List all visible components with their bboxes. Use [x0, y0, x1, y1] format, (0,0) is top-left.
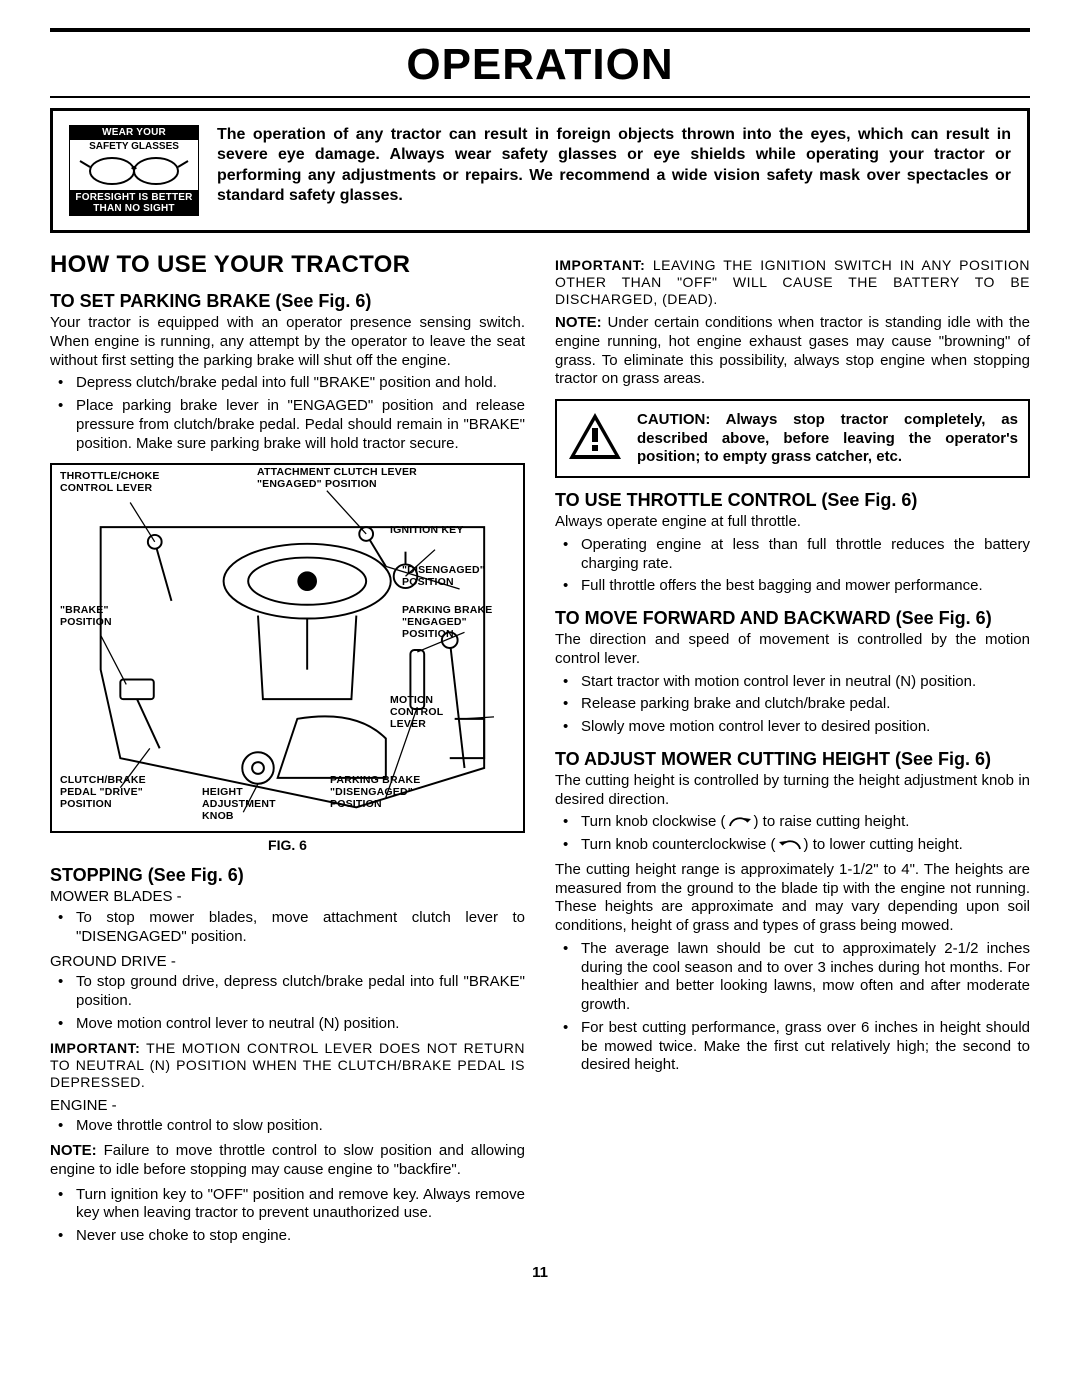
warning-box: WEAR YOUR SAFETY GLASSES FORESIGHT IS BE…: [50, 108, 1030, 233]
fig-label-pb-disengaged: PARKING BRAKE "DISENGAGED" POSITION: [330, 775, 421, 810]
ground-drive-list: To stop ground drive, depress clutch/bra…: [50, 973, 525, 1033]
caution-text: CAUTION: Always stop tractor completely,…: [637, 411, 1018, 466]
fig-label-clutch: CLUTCH/BRAKE PEDAL "DRIVE" POSITION: [60, 775, 146, 810]
cutting-height-range: The cutting height range is approximatel…: [555, 861, 1030, 936]
figure-6: THROTTLE/CHOKE CONTROL LEVER ATTACHMENT …: [50, 463, 525, 833]
list-item: To stop mower blades, move attachment cl…: [76, 909, 525, 947]
ccw-text-a: Turn knob counterclockwise (: [581, 836, 776, 853]
caution-box: CAUTION: Always stop tractor completely,…: [555, 399, 1030, 478]
fig-label-brake-pos: "BRAKE" POSITION: [60, 605, 112, 629]
fig-label-disengaged: "DISENGAGED" POSITION: [402, 565, 485, 589]
list-item: The average lawn should be cut to approx…: [581, 940, 1030, 1015]
fig-label-ignition: IGNITION KEY: [390, 525, 464, 537]
right-column: IMPORTANT: LEAVING THE IGNITION SWITCH I…: [555, 251, 1030, 1252]
important-motion-lever: IMPORTANT: THE MOTION CONTROL LEVER DOES…: [50, 1040, 525, 1091]
cw-text-b: ) to raise cutting height.: [754, 813, 910, 830]
top-rule-thin: [50, 96, 1030, 98]
engine-list-1: Move throttle control to slow position.: [50, 1117, 525, 1136]
page-title: OPERATION: [50, 40, 1030, 90]
cutting-height-list-2: The average lawn should be cut to approx…: [555, 940, 1030, 1075]
caution-triangle-icon: [567, 411, 623, 466]
warning-text: The operation of any tractor can result …: [217, 125, 1011, 207]
important-label: IMPORTANT:: [555, 257, 645, 273]
note-backfire: NOTE: Failure to move throttle control t…: [50, 1142, 525, 1180]
parking-brake-intro: Your tractor is equipped with an operato…: [50, 314, 525, 370]
safety-glasses-badge: WEAR YOUR SAFETY GLASSES FORESIGHT IS BE…: [69, 125, 199, 216]
parking-brake-heading: TO SET PARKING BRAKE (See Fig. 6): [50, 291, 525, 312]
list-item: Release parking brake and clutch/brake p…: [581, 695, 1030, 714]
fig-label-motion: MOTION CONTROL LEVER: [390, 695, 443, 730]
list-item: Move throttle control to slow position.: [76, 1117, 525, 1136]
glasses-icon: [69, 153, 199, 190]
list-item: Full throttle offers the best bagging an…: [581, 577, 1030, 596]
page-number: 11: [50, 1264, 1030, 1281]
clockwise-arrow-icon: [726, 814, 754, 828]
move-list: Start tractor with motion control lever …: [555, 673, 1030, 737]
fig-label-height: HEIGHT ADJUSTMENT KNOB: [202, 787, 276, 822]
list-item: To stop ground drive, depress clutch/bra…: [76, 973, 525, 1011]
list-item: For best cutting performance, grass over…: [581, 1019, 1030, 1075]
list-item: Move motion control lever to neutral (N)…: [76, 1015, 525, 1034]
list-item: Operating engine at less than full throt…: [581, 536, 1030, 574]
two-column-layout: HOW TO USE YOUR TRACTOR TO SET PARKING B…: [50, 251, 1030, 1252]
figure-caption: FIG. 6: [50, 837, 525, 853]
fig-label-attach: ATTACHMENT CLUTCH LEVER "ENGAGED" POSITI…: [257, 467, 417, 491]
badge-line3: FORESIGHT IS BETTER THAN NO SIGHT: [69, 190, 199, 216]
list-item: Slowly move motion control lever to desi…: [581, 718, 1030, 737]
caution-label: CAUTION:: [637, 411, 710, 428]
important-ignition: IMPORTANT: LEAVING THE IGNITION SWITCH I…: [555, 257, 1030, 308]
list-item: Turn ignition key to "OFF" position and …: [76, 1186, 525, 1224]
throttle-list: Operating engine at less than full throt…: [555, 536, 1030, 596]
stopping-heading: STOPPING (See Fig. 6): [50, 865, 525, 886]
throttle-heading: TO USE THROTTLE CONTROL (See Fig. 6): [555, 490, 1030, 511]
engine-list-2: Turn ignition key to "OFF" position and …: [50, 1186, 525, 1246]
move-heading: TO MOVE FORWARD AND BACKWARD (See Fig. 6…: [555, 608, 1030, 629]
badge-line3a: FORESIGHT IS BETTER: [75, 192, 192, 203]
top-rule-thick: [50, 28, 1030, 32]
fig-label-pb-engaged: PARKING BRAKE "ENGAGED" POSITION: [402, 605, 493, 640]
note-text: Under certain conditions when tractor is…: [555, 314, 1030, 387]
note-label: NOTE:: [555, 314, 602, 331]
fig-label-throttle: THROTTLE/CHOKE CONTROL LEVER: [60, 471, 160, 495]
ground-drive-sub: GROUND DRIVE -: [50, 953, 525, 972]
cutting-height-intro: The cutting height is controlled by turn…: [555, 772, 1030, 810]
important-label: IMPORTANT:: [50, 1040, 140, 1056]
list-item: Turn knob counterclockwise ( ) to lower c…: [581, 836, 1030, 855]
parking-brake-list: Depress clutch/brake pedal into full "BR…: [50, 374, 525, 453]
move-intro: The direction and speed of movement is c…: [555, 631, 1030, 669]
list-item: Place parking brake lever in "ENGAGED" p…: [76, 397, 525, 453]
list-item: Start tractor with motion control lever …: [581, 673, 1030, 692]
cw-text-a: Turn knob clockwise (: [581, 813, 726, 830]
left-column: HOW TO USE YOUR TRACTOR TO SET PARKING B…: [50, 251, 525, 1252]
badge-line3b: THAN NO SIGHT: [93, 203, 175, 214]
list-item: Depress clutch/brake pedal into full "BR…: [76, 374, 525, 393]
note-label: NOTE:: [50, 1142, 97, 1159]
note-browning: NOTE: Under certain conditions when trac…: [555, 314, 1030, 389]
mower-blades-list: To stop mower blades, move attachment cl…: [50, 909, 525, 947]
badge-line1: WEAR YOUR: [69, 125, 199, 140]
list-item: Never use choke to stop engine.: [76, 1227, 525, 1246]
counterclockwise-arrow-icon: [776, 837, 804, 851]
badge-line2: SAFETY GLASSES: [69, 140, 199, 153]
list-item: Turn knob clockwise ( ) to raise cutting …: [581, 813, 1030, 832]
mower-blades-sub: MOWER BLADES -: [50, 888, 525, 907]
how-to-use-heading: HOW TO USE YOUR TRACTOR: [50, 251, 525, 279]
ccw-text-b: ) to lower cutting height.: [804, 836, 963, 853]
throttle-intro: Always operate engine at full throttle.: [555, 513, 1030, 532]
cutting-height-list-1: Turn knob clockwise ( ) to raise cutting …: [555, 813, 1030, 855]
note-text: Failure to move throttle control to slow…: [50, 1142, 525, 1178]
cutting-height-heading: TO ADJUST MOWER CUTTING HEIGHT (See Fig.…: [555, 749, 1030, 770]
engine-sub: ENGINE -: [50, 1097, 525, 1116]
